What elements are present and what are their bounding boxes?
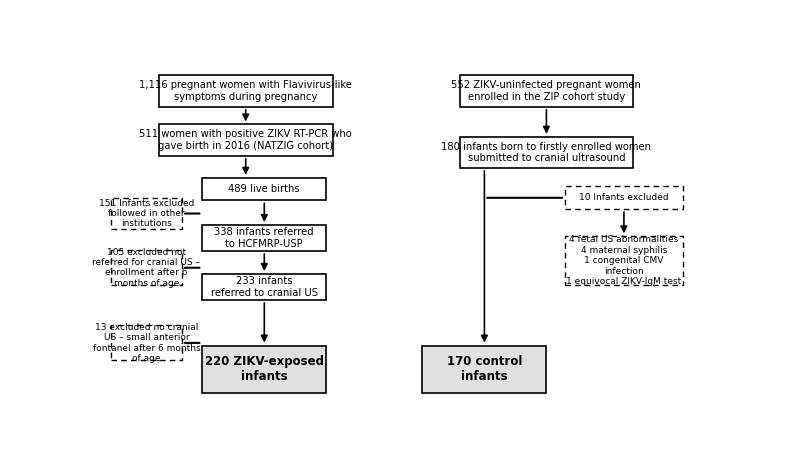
Text: 338 infants referred
to HCFMRP-USP: 338 infants referred to HCFMRP-USP <box>214 227 314 249</box>
Text: 105 excluded not
referred for cranial US –
enrollment after 6
months of age: 105 excluded not referred for cranial US… <box>93 247 201 288</box>
FancyBboxPatch shape <box>202 225 326 251</box>
Text: 180 infants born to firstly enrolled women
submitted to cranial ultrasound: 180 infants born to firstly enrolled wom… <box>442 142 651 163</box>
FancyBboxPatch shape <box>111 250 182 285</box>
FancyBboxPatch shape <box>202 274 326 300</box>
FancyBboxPatch shape <box>111 198 182 229</box>
Text: 511 women with positive ZIKV RT-PCR who
gave birth in 2016 (NATZIG cohort): 511 women with positive ZIKV RT-PCR who … <box>139 129 352 151</box>
Text: 220 ZIKV-exposed
infants: 220 ZIKV-exposed infants <box>205 355 324 383</box>
FancyBboxPatch shape <box>202 178 326 200</box>
Text: 4 fetal US abnormalities
4 maternal syphilis
1 congenital CMV
infection
1 equivo: 4 fetal US abnormalities 4 maternal syph… <box>566 236 682 286</box>
FancyBboxPatch shape <box>159 124 333 156</box>
FancyBboxPatch shape <box>159 75 333 107</box>
Text: 13 excluded no cranial
US – small anterior
fontanel after 6 months
of age: 13 excluded no cranial US – small anteri… <box>93 323 200 363</box>
Text: 1,116 pregnant women with Flavivirus-like
symptoms during pregnancy: 1,116 pregnant women with Flavivirus-lik… <box>139 80 352 102</box>
FancyBboxPatch shape <box>111 326 182 360</box>
Text: 170 control
infants: 170 control infants <box>446 355 522 383</box>
FancyBboxPatch shape <box>202 345 326 393</box>
Text: 552 ZIKV-uninfected pregnant women
enrolled in the ZIP cohort study: 552 ZIKV-uninfected pregnant women enrol… <box>451 80 642 102</box>
Text: 489 live births: 489 live births <box>229 184 300 194</box>
FancyBboxPatch shape <box>565 236 682 285</box>
FancyBboxPatch shape <box>565 187 682 209</box>
Text: 233 infants
referred to cranial US: 233 infants referred to cranial US <box>211 276 318 298</box>
FancyBboxPatch shape <box>422 345 546 393</box>
Text: 10 Infants excluded: 10 Infants excluded <box>579 193 669 202</box>
FancyBboxPatch shape <box>459 75 634 107</box>
Text: 151 Infants excluded
followed in other
institutions: 151 Infants excluded followed in other i… <box>99 199 194 228</box>
FancyBboxPatch shape <box>459 137 634 168</box>
